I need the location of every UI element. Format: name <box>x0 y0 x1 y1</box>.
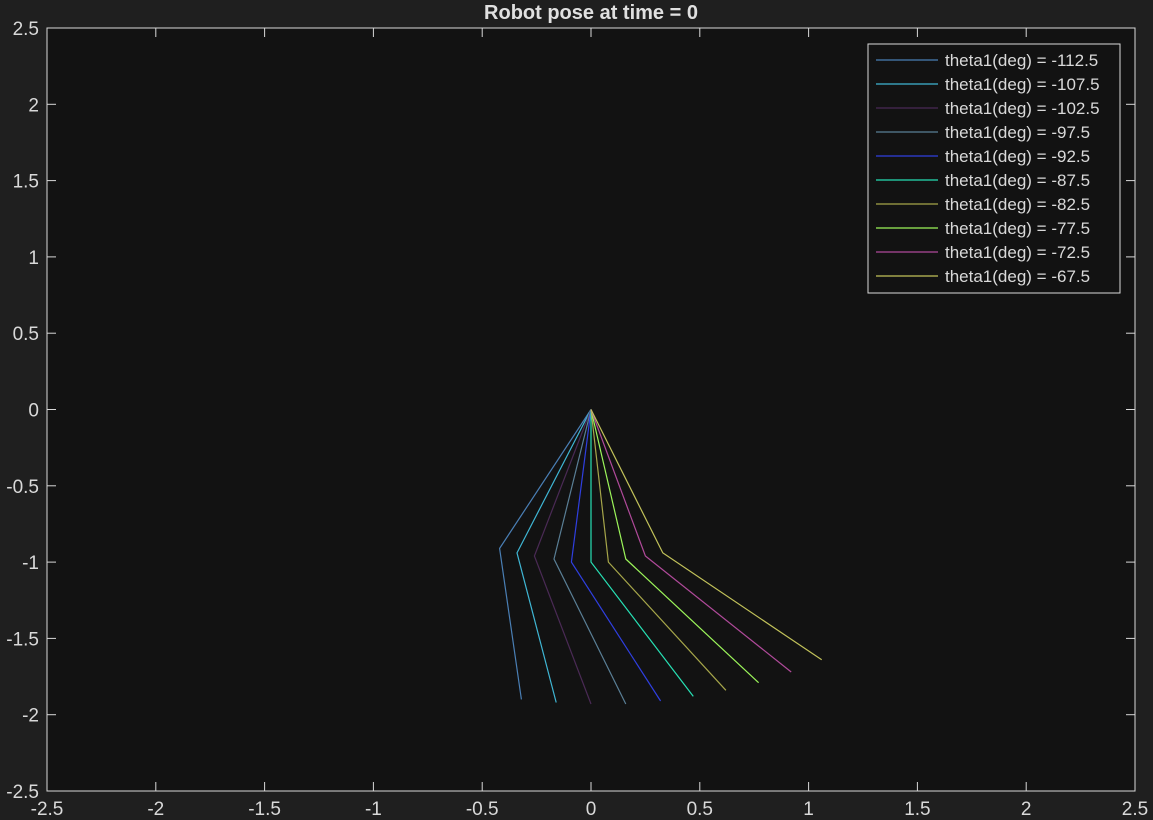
series-line-8 <box>590 409 792 673</box>
series-line-6 <box>590 409 727 691</box>
y-tick-label: -1 <box>22 553 39 574</box>
x-tick-label: 2 <box>1021 799 1032 820</box>
series-line-9 <box>590 409 823 661</box>
series-line-2 <box>533 409 592 705</box>
legend-label: theta1(deg) = -72.5 <box>945 243 1090 262</box>
legend-label: theta1(deg) = -97.5 <box>945 123 1090 142</box>
x-tick-label: 0.5 <box>687 799 713 820</box>
legend-label: theta1(deg) = -82.5 <box>945 195 1090 214</box>
y-tick-label: 0 <box>28 401 39 422</box>
series-line-0 <box>498 409 592 700</box>
y-tick-label: -1.5 <box>6 629 39 650</box>
legend: theta1(deg) = -112.5 theta1(deg) = -107.5… <box>867 43 1121 294</box>
x-tick-label: 2.5 <box>1122 799 1148 820</box>
y-tick-label: 1.5 <box>13 172 39 193</box>
y-tick-label: 0.5 <box>13 324 39 345</box>
legend-label: theta1(deg) = -107.5 <box>945 75 1100 94</box>
legend-label: theta1(deg) = -112.5 <box>945 51 1098 70</box>
x-tick-label: 1.5 <box>904 799 930 820</box>
x-tick-label: -2 <box>147 799 164 820</box>
legend-label: theta1(deg) = -67.5 <box>945 267 1090 286</box>
chart-title: Robot pose at time = 0 <box>484 2 698 24</box>
x-tick-label: 1 <box>803 799 814 820</box>
series-line-4 <box>570 409 662 702</box>
legend-label: theta1(deg) = -87.5 <box>945 171 1090 190</box>
series-line-3 <box>553 409 627 705</box>
y-tick-label: -2.5 <box>6 782 39 803</box>
x-tick-label: -2.5 <box>31 799 64 820</box>
y-tick-label: 2.5 <box>13 19 39 40</box>
series-line-7 <box>590 409 760 684</box>
x-tick-label: -1 <box>365 799 382 820</box>
x-tick-label: -1.5 <box>248 799 281 820</box>
y-tick-label: 2 <box>28 95 39 116</box>
series-layer <box>498 409 823 705</box>
series-line-1 <box>516 409 592 703</box>
y-tick-label: 1 <box>28 248 39 269</box>
axis-ticks: -2.5 -2 -1.5 -1 -0.5 0 0.5 1 1.5 2 2.5 -2.5 -2 -1.5 -1… <box>6 19 1148 820</box>
x-tick-label: -0.5 <box>466 799 499 820</box>
y-tick-label: -0.5 <box>6 477 39 498</box>
legend-label: theta1(deg) = -92.5 <box>945 147 1090 166</box>
legend-label: theta1(deg) = -77.5 <box>945 219 1090 238</box>
legend-label: theta1(deg) = -102.5 <box>945 99 1100 118</box>
y-tick-label: -2 <box>22 706 39 727</box>
series-line-5 <box>590 409 694 697</box>
x-tick-label: 0 <box>586 799 597 820</box>
